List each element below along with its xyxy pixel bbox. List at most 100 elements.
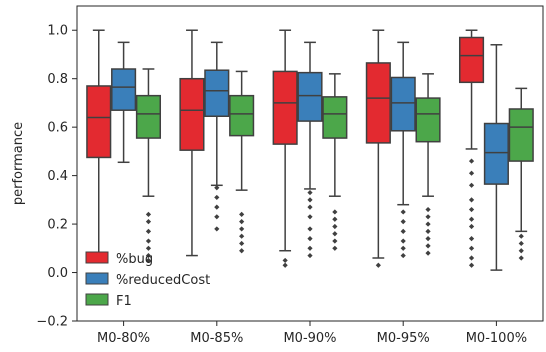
y-axis-label: performance	[11, 122, 26, 205]
outlier-point	[282, 257, 288, 264]
outlier-point	[468, 236, 475, 242]
outlier-point	[468, 245, 475, 251]
x-tick-label: M0-80%	[97, 331, 150, 346]
box-iqr	[415, 97, 441, 143]
outlier-point	[468, 158, 475, 164]
box-plot-series	[86, 29, 534, 271]
box-iqr	[297, 71, 323, 122]
outlier-point	[239, 248, 245, 254]
outlier-point	[214, 204, 220, 210]
box-F1-M0-80%	[135, 68, 162, 264]
outlier-point	[307, 214, 313, 220]
outlier-point	[468, 206, 475, 213]
outlier-point	[332, 209, 338, 215]
y-tick-label: 0.6	[47, 121, 68, 136]
outlier-point	[214, 185, 220, 191]
legend: %bug %reducedCost F1	[85, 251, 210, 309]
outlier-point	[332, 216, 338, 222]
box-iqr	[508, 108, 534, 162]
box-iqr	[365, 62, 391, 144]
box-%reducedCost-M0-85%	[204, 41, 230, 232]
box-%bug-M0-95%	[365, 29, 391, 268]
outlier-point	[518, 248, 524, 254]
box-F1-M0-90%	[322, 73, 348, 251]
box-iqr	[86, 85, 112, 159]
outlier-point	[214, 226, 220, 232]
outlier-point	[425, 221, 431, 227]
box-iqr	[322, 96, 348, 139]
y-tick-label: 0.0	[47, 266, 68, 281]
legend-swatch	[85, 272, 109, 285]
outlier-point	[468, 255, 475, 261]
x-tick-label: M0-95%	[377, 331, 430, 346]
outlier-point	[400, 228, 406, 234]
box-iqr	[179, 77, 205, 151]
outlier-point	[145, 211, 152, 217]
outlier-point	[332, 231, 338, 237]
box-%bug-M0-85%	[179, 29, 205, 257]
box-%reducedCost-M0-80%	[111, 41, 137, 164]
outlier-point	[400, 219, 406, 225]
outlier-point	[239, 240, 245, 247]
outlier-point	[468, 182, 475, 188]
outlier-point	[332, 238, 338, 244]
outlier-point	[425, 250, 431, 256]
outlier-point	[425, 236, 431, 242]
x-tick-label: M0-100%	[466, 331, 527, 346]
outlier-point	[307, 204, 313, 210]
x-tick-label: M0-85%	[190, 331, 243, 346]
y-tick-label: 0.4	[47, 169, 68, 184]
outlier-point	[282, 262, 288, 268]
outlier-point	[307, 252, 313, 259]
outlier-point	[145, 257, 152, 264]
outlier-point	[468, 216, 475, 222]
box-F1-M0-100%	[508, 87, 534, 261]
outlier-point	[400, 238, 406, 244]
box-iqr	[111, 68, 137, 111]
outlier-point	[239, 233, 245, 239]
box-iqr	[229, 94, 255, 137]
box-iqr	[272, 70, 298, 145]
outlier-point	[145, 252, 152, 259]
box-%bug-M0-100%	[458, 29, 485, 268]
outlier-point	[332, 245, 338, 251]
outlier-point	[307, 245, 313, 251]
outlier-point	[239, 226, 245, 232]
y-tick-label: −0.2	[36, 315, 68, 330]
outlier-point	[400, 209, 406, 215]
outlier-point	[468, 262, 475, 268]
outlier-point	[425, 214, 431, 220]
outlier-point	[468, 223, 475, 230]
box-%reducedCost-M0-100%	[483, 44, 509, 271]
x-tick-label: M0-90%	[283, 331, 336, 346]
outlier-point	[307, 189, 313, 196]
box-%reducedCost-M0-90%	[297, 41, 323, 259]
outlier-point	[239, 211, 245, 217]
legend-swatch	[85, 293, 109, 306]
y-tick-label: 0.8	[47, 72, 68, 87]
outlier-point	[307, 197, 313, 203]
box-F1-M0-85%	[229, 70, 255, 254]
legend-swatch	[85, 251, 109, 264]
box-F1-M0-95%	[415, 73, 441, 256]
legend-label: %bug	[116, 252, 153, 267]
outlier-point	[518, 240, 524, 247]
box-iqr	[135, 94, 162, 139]
y-tick-label: 1.0	[47, 24, 68, 39]
outlier-point	[425, 206, 431, 213]
outlier-point	[518, 233, 524, 239]
outlier-point	[425, 228, 431, 234]
box-iqr	[483, 122, 509, 185]
outlier-point	[239, 219, 245, 225]
outlier-point	[145, 238, 152, 244]
box-%reducedCost-M0-95%	[390, 41, 416, 259]
outlier-point	[214, 194, 220, 201]
legend-label: F1	[116, 294, 132, 309]
outlier-point	[332, 223, 338, 230]
outlier-point	[145, 219, 152, 225]
outlier-point	[468, 197, 475, 203]
box-iqr	[390, 76, 416, 132]
outlier-point	[145, 245, 152, 251]
outlier-point	[518, 255, 524, 261]
outlier-point	[400, 252, 406, 259]
